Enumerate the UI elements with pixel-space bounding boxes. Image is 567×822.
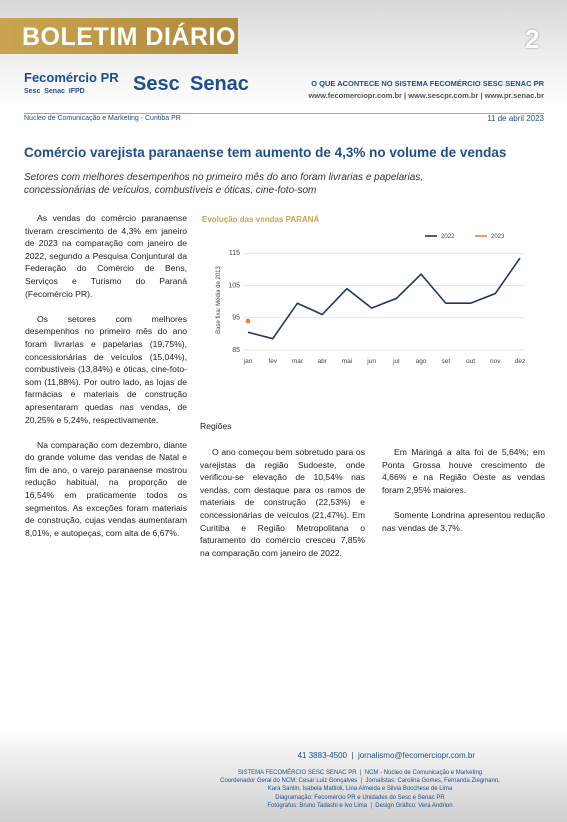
x-tick-label: fev xyxy=(268,358,277,365)
chart-title: Evolução das vendas PARANÁ xyxy=(202,215,319,224)
divider xyxy=(24,113,544,114)
legend-label: 2022 xyxy=(441,234,455,240)
chart: Evolução das vendas PARANÁ Base fixa: Méd… xyxy=(202,215,525,365)
footer-credits: SISTEMA FECOMÉRCIO SESC SENAC PR | NCM -… xyxy=(200,769,520,810)
footer-contact: 41 3883-4500 | jornalismo@fecomerciopr.c… xyxy=(297,751,475,760)
y-tick-label: 115 xyxy=(229,250,240,257)
article-subtitle: Setores com melhores desempenhos no prim… xyxy=(24,172,424,196)
header-title: BOLETIM DIÁRIO xyxy=(22,23,236,51)
date: 11 de abril 2023 xyxy=(487,114,544,123)
column: O ano começou bem sobretudo para os vare… xyxy=(200,446,365,572)
paragraph: Somente Londrina apresentou redução nas … xyxy=(382,509,545,533)
tagline: O QUE ACONTECE NO SISTEMA FECOMÉRCIO SES… xyxy=(311,79,544,88)
y-tick-label: 85 xyxy=(232,347,240,354)
footer-band xyxy=(0,730,567,822)
logo-senac: Senac xyxy=(190,73,249,95)
y-tick-label: 95 xyxy=(232,315,240,322)
department: Núcleo de Comunicação e Marketing - Curi… xyxy=(24,115,181,122)
logo-sesc: Sesc xyxy=(133,73,180,95)
column: Em Maringá a alta foi de 5,64%; em Ponta… xyxy=(382,446,545,547)
paragraph: As vendas do comércio paranaense tiveram… xyxy=(25,213,187,299)
x-tick-label: nov xyxy=(490,358,501,365)
x-tick-label: mar xyxy=(292,358,304,365)
x-tick-label: jun xyxy=(366,358,376,365)
logo-main: Fecomércio PR xyxy=(24,70,119,85)
footer-line: Diagramação: Fecomércio PR e Unidades do… xyxy=(275,794,445,801)
x-tick-label: jul xyxy=(392,358,400,365)
data-point xyxy=(245,318,251,324)
footer-line: Kara Santin, Isabela Mattioli, Lina Alme… xyxy=(267,786,453,793)
x-tick-label: ago xyxy=(416,358,427,365)
x-tick-label: mai xyxy=(342,358,352,365)
column: As vendas do comércio paranaense tiveram… xyxy=(25,212,187,552)
legend-label: 2023 xyxy=(491,234,505,240)
paragraph: O ano começou bem sobretudo para os vare… xyxy=(200,447,365,558)
series-line xyxy=(247,257,521,340)
websites: www.fecomerciopr.com.br | www.sescpr.com… xyxy=(308,91,544,100)
x-tick-label: out xyxy=(466,358,475,365)
x-tick-label: abr xyxy=(317,358,327,365)
article-title: Comércio varejista paranaense tem aument… xyxy=(24,145,507,160)
footer-line: SISTEMA FECOMÉRCIO SESC SENAC PR | NCM -… xyxy=(237,770,483,776)
y-axis-label: Base fixa: Média de 2013 xyxy=(216,265,222,333)
footer-line: Coordenador Geral do NCM: Cesar Luiz Gon… xyxy=(220,778,500,785)
x-tick-label: set xyxy=(441,358,450,365)
page-number: 2 xyxy=(525,24,540,54)
section-heading: Regiões xyxy=(200,421,232,431)
paragraph: Os setores com melhores desempenhos no p… xyxy=(25,313,187,425)
paragraph: Na comparação com dezembro, diante do gr… xyxy=(25,439,187,538)
x-tick-label: jan xyxy=(243,358,253,365)
x-tick-label: dez xyxy=(515,358,525,365)
logo-sub: Sesc Senac IFPD xyxy=(24,88,85,95)
paragraph: Em Maringá a alta foi de 5,64%; em Ponta… xyxy=(382,447,545,495)
footer-line: Fotógrafos: Bruno Tadashi e Ivo Lima | D… xyxy=(267,802,453,809)
y-tick-label: 105 xyxy=(228,282,240,289)
title-box xyxy=(0,18,238,54)
